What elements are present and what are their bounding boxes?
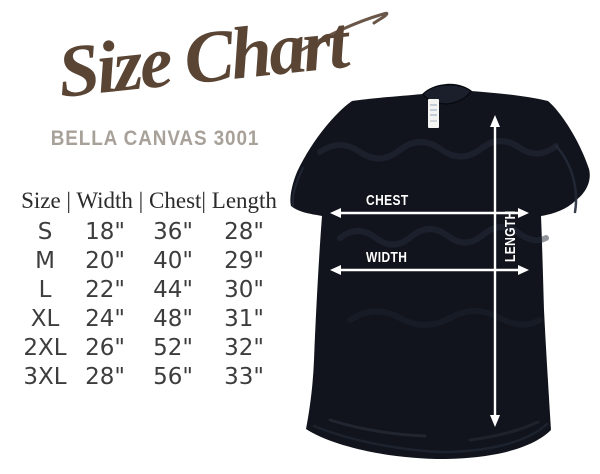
fabric-seams: [291, 144, 578, 454]
cell-size: L: [38, 276, 52, 303]
cell-length: 28": [224, 218, 264, 245]
cell-chest: 48": [153, 305, 193, 332]
width-arrow: [330, 265, 529, 275]
cell-length: 30": [224, 276, 264, 303]
title-flourish: [296, 11, 389, 54]
chest-arrow: [330, 208, 529, 218]
size-table: S 18" 36" 28" M 20" 40" 29" L 22" 44" 30…: [16, 217, 278, 391]
cell-width: 24": [85, 305, 125, 332]
cell-size: 3XL: [23, 363, 67, 390]
cell-width: 18": [85, 218, 125, 245]
watermark-script: [317, 138, 559, 328]
size-table-header: Size | Width | Chest| Length: [21, 188, 277, 213]
length-label: LENGTH: [502, 210, 519, 262]
cell-width: 26": [85, 334, 125, 361]
cell-length: 33": [224, 363, 264, 390]
cell-size: S: [37, 218, 53, 245]
cell-chest: 44": [153, 276, 193, 303]
cell-size: 2XL: [23, 334, 67, 361]
neck-tag: [428, 99, 439, 128]
cell-chest: 56": [153, 363, 193, 390]
table-row: 2XL 26" 52" 32": [16, 333, 278, 362]
cell-chest: 52": [153, 334, 193, 361]
table-row: L 22" 44" 30": [16, 275, 278, 304]
chest-label: CHEST: [366, 192, 409, 209]
table-row: S 18" 36" 28": [16, 217, 278, 246]
cell-width: 28": [85, 363, 125, 390]
cell-width: 20": [85, 247, 125, 274]
cell-width: 22": [85, 276, 125, 303]
table-row: XL 24" 48" 31": [16, 304, 278, 333]
width-label: WIDTH: [366, 249, 407, 266]
cell-length: 31": [224, 305, 264, 332]
table-row: 3XL 28" 56" 33": [16, 362, 278, 391]
cell-length: 29": [224, 247, 264, 274]
cell-size: M: [35, 247, 55, 274]
product-subtitle: BELLA CANVAS 3001: [50, 127, 260, 150]
cell-size: XL: [30, 305, 60, 332]
table-row: M 20" 40" 29": [16, 246, 278, 275]
cell-chest: 36": [153, 218, 193, 245]
length-arrow: [490, 115, 500, 427]
cell-length: 32": [224, 334, 264, 361]
cell-chest: 40": [153, 247, 193, 274]
tshirt-body: [290, 83, 590, 459]
